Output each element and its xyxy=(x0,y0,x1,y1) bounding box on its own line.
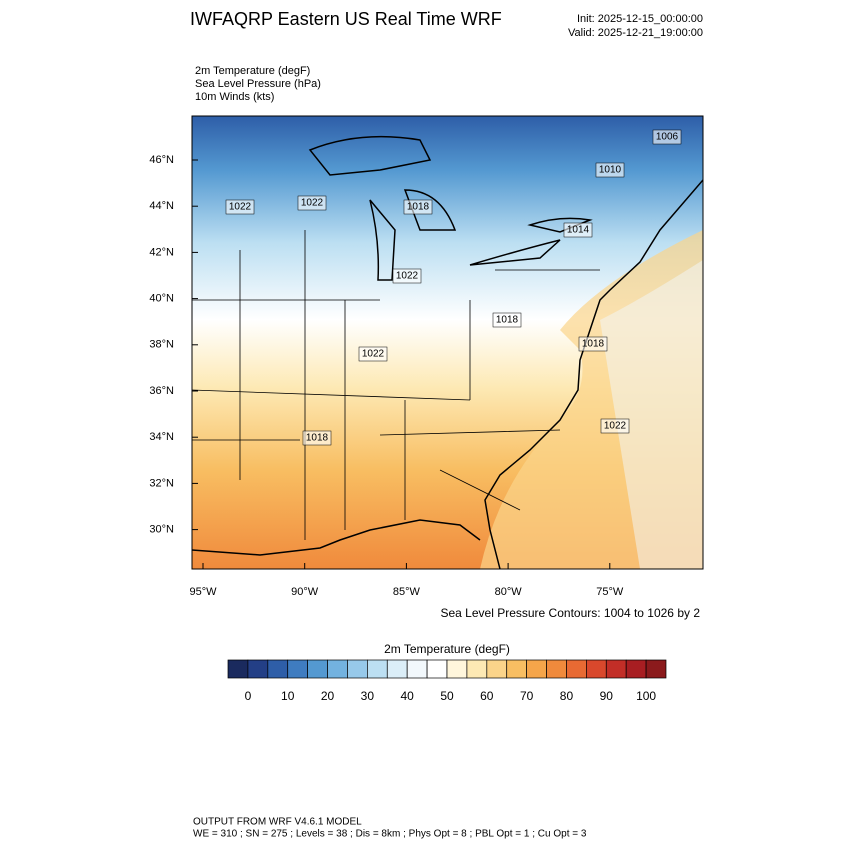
field-label: 2m Temperature (degF) xyxy=(195,65,310,77)
footer-line1: OUTPUT FROM WRF V4.6.1 MODEL xyxy=(193,817,362,828)
colorbar-swatch xyxy=(287,659,308,679)
footer-line2: WE = 310 ; SN = 275 ; Levels = 38 ; Dis … xyxy=(193,829,587,840)
contour-label-box xyxy=(595,162,625,178)
colorbar-tick-label: 10 xyxy=(281,689,295,703)
contour-label: 1022 xyxy=(301,198,324,209)
colorbar-tick-label: 30 xyxy=(361,689,375,703)
ocean-cool xyxy=(600,260,703,569)
colorbar-swatch xyxy=(566,659,587,679)
lat-label: 32°N xyxy=(149,477,174,489)
valid: Valid: 2025-12-21_19:00:00 xyxy=(568,27,703,39)
colorbar-swatch xyxy=(406,659,428,679)
colorbar-tick-label: 60 xyxy=(480,689,494,703)
contour-label: 1018 xyxy=(582,339,605,350)
colorbar-tick-label: 40 xyxy=(401,689,415,703)
colorbar-swatch xyxy=(446,659,468,679)
colorbar-tick-label: 80 xyxy=(560,689,574,703)
map xyxy=(192,116,703,569)
contour-label-box xyxy=(652,129,682,145)
lat-label: 44°N xyxy=(149,200,174,212)
lat-label: 42°N xyxy=(149,246,174,258)
coastlines xyxy=(192,135,703,569)
colorbar: 0 10 20 30 40 50 60 70 80 90 100 xyxy=(227,659,667,703)
colorbar-swatch xyxy=(267,659,289,679)
contour-label: 1022 xyxy=(229,202,252,213)
colorbar-tick-label: 70 xyxy=(520,689,534,703)
lat-label: 34°N xyxy=(149,431,174,443)
lat-label: 30°N xyxy=(149,524,174,536)
contour-label-box xyxy=(600,418,630,434)
colorbar-tick-label: 20 xyxy=(321,689,335,703)
lon-label: 80°W xyxy=(495,586,523,598)
colorbar-swatch xyxy=(367,659,388,679)
colorbar-swatch xyxy=(426,659,448,679)
colorbar-tick-label: 100 xyxy=(636,689,656,703)
lat-label: 38°N xyxy=(149,339,174,351)
colorbar-swatch xyxy=(586,659,607,679)
colorbar-swatch xyxy=(645,659,667,679)
contour-label: 1014 xyxy=(567,225,590,236)
colorbar-swatch xyxy=(625,659,647,679)
contour-label: 1018 xyxy=(496,315,519,326)
colorbar-tick-label: 0 xyxy=(245,689,252,703)
lon-label: 85°W xyxy=(393,586,421,598)
colorbar-swatch xyxy=(546,659,567,679)
lon-label: 75°W xyxy=(596,586,624,598)
colorbar-swatch xyxy=(247,659,269,679)
contour-label-box xyxy=(578,336,608,352)
colorbar-title: 2m Temperature (degF) xyxy=(384,642,510,656)
colorbar-swatch xyxy=(526,659,547,679)
colorbar-swatch xyxy=(605,659,627,679)
contour-label: 1018 xyxy=(407,202,430,213)
lat-label: 46°N xyxy=(149,154,174,166)
contour-label-box xyxy=(297,195,327,211)
colorbar-swatch xyxy=(486,659,508,679)
contour-label-box xyxy=(358,346,388,362)
colorbar-tick-label: 50 xyxy=(440,689,454,703)
contour-label: 1018 xyxy=(306,433,329,444)
colorbar-swatch xyxy=(386,659,408,679)
title: IWFAQRP Eastern US Real Time WRF xyxy=(190,9,502,29)
lat-label: 40°N xyxy=(149,293,174,305)
field-label: 10m Winds (kts) xyxy=(195,91,274,103)
contour-note: Sea Level Pressure Contours: 1004 to 102… xyxy=(441,606,701,620)
colorbar-swatch xyxy=(307,659,328,679)
colorbar-tick-label: 90 xyxy=(600,689,614,703)
contour-label: 1010 xyxy=(599,165,622,176)
contour-label-box xyxy=(392,268,422,284)
lon-label: 95°W xyxy=(189,586,217,598)
contour-label: 1022 xyxy=(604,421,627,432)
contour-label-box xyxy=(492,312,522,328)
field-label: Sea Level Pressure (hPa) xyxy=(195,78,321,90)
contour-label-box xyxy=(403,199,433,215)
contour-label-box xyxy=(302,430,332,446)
colorbar-swatch xyxy=(327,659,348,679)
contour-label: 1022 xyxy=(396,271,419,282)
colorbar-swatch xyxy=(227,659,249,679)
state-lines xyxy=(192,230,600,540)
colorbar-swatch xyxy=(466,659,488,679)
colorbar-swatch xyxy=(347,659,368,679)
contour-label: 1006 xyxy=(656,132,679,143)
colorbar-swatch xyxy=(506,659,527,679)
lat-label: 36°N xyxy=(149,385,174,397)
contour-label-box xyxy=(563,222,593,238)
lon-label: 90°W xyxy=(291,586,319,598)
map-frame xyxy=(191,115,704,570)
init: Init: 2025-12-15_00:00:00 xyxy=(577,13,703,25)
contour-label: 1022 xyxy=(362,349,385,360)
contour-label-box xyxy=(225,199,255,215)
